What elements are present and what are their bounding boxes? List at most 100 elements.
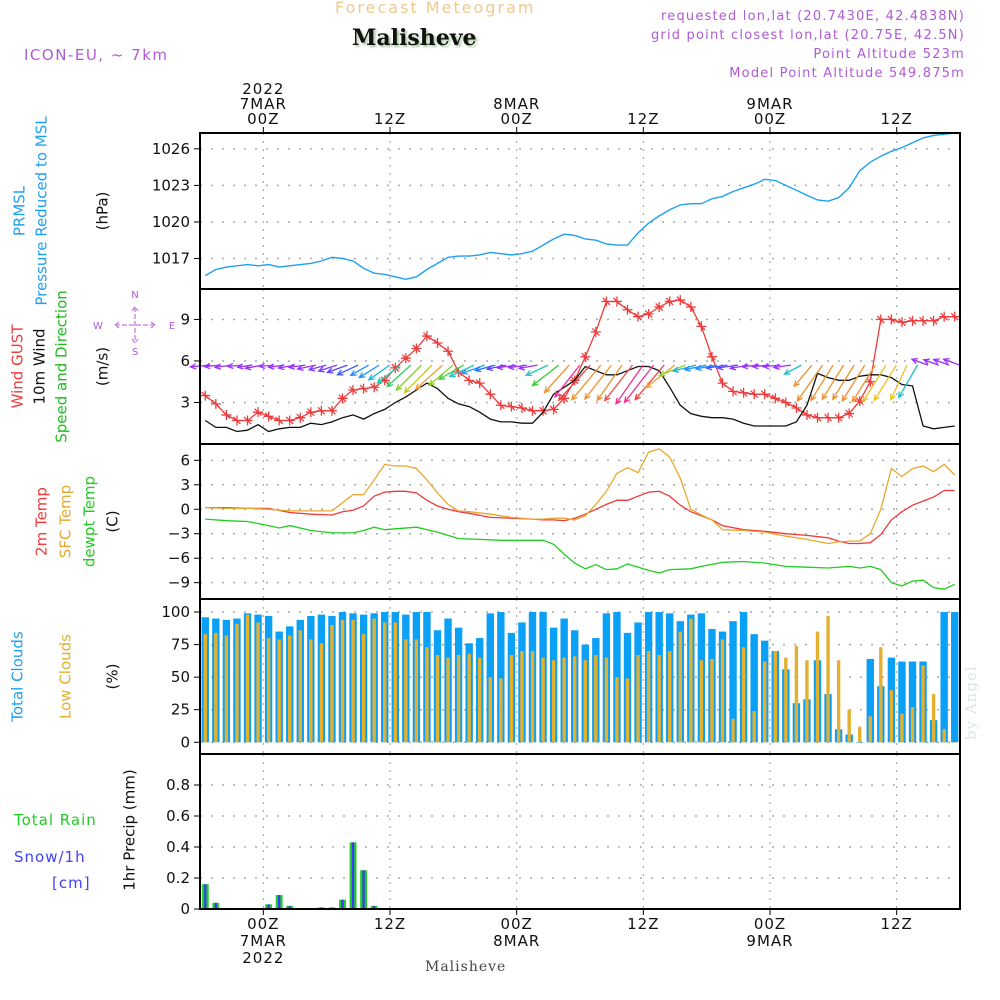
wind-arrow [942,358,960,366]
gust-marker [337,393,348,404]
y-tick-label: 0 [180,900,190,918]
wind-arrow [772,363,791,370]
bar-low-clouds [488,677,492,743]
gust-marker [643,308,654,319]
bar-low-clouds [309,639,313,743]
bar-low-clouds [277,639,281,743]
y-tick-label: 9 [180,310,190,328]
gust-marker [749,389,760,400]
top-tick-label: 00Z [754,110,786,128]
gust-marker [242,415,253,426]
panel-label: Speed and Direction [53,290,71,443]
grid-point-coords: grid point closest lon,lat (20.75E, 42.5… [650,28,965,43]
wind-arrow [671,364,697,373]
wind-arrow [898,364,919,399]
gust-marker [400,353,411,364]
panel-label: Pressure Reduced to MSL [33,116,51,306]
bar-low-clouds [435,655,440,743]
bar-low-clouds [900,713,904,743]
wind-arrow [583,364,612,401]
bar-low-clouds [689,618,693,743]
bar-low-clouds [942,729,946,743]
y-tick-label: 100 [161,603,190,621]
model-point-altitude: Model Point Altitude 549.875m [729,66,965,81]
panel-unit-label: (hPa) [94,192,112,231]
wind-arrow [694,364,718,372]
compass-w: W [93,321,103,332]
panel-label: PRMSL [11,185,29,236]
bar-low-clouds [678,631,682,743]
bar-low-clouds [214,632,218,743]
panel-unit-label: 1hr Precip (mm) [121,769,139,890]
bar-low-clouds [288,635,292,743]
bar-low-clouds [794,645,799,743]
gust-marker [907,315,918,326]
y-tick-label: −3 [168,525,190,543]
bottom-tick-label: 12Z [880,915,912,933]
top-tick-label: 12Z [880,110,912,128]
panel-unit-label: (m/s) [94,347,112,386]
wind-arrow [603,364,634,402]
gust-marker [939,311,950,322]
bar-low-clouds [604,657,609,743]
wind-arrow [841,364,866,403]
top-tick-label: 9MAR [746,95,793,113]
gust-marker [833,412,844,423]
y-tick-label: 6 [180,451,190,469]
wind-arrow [623,364,655,404]
y-tick-label: 1026 [152,140,190,158]
bar-low-clouds [414,639,419,743]
gust-marker [949,311,960,322]
bar-total-clouds [940,612,948,743]
super-title: Forecast Meteogram [335,0,536,17]
bar-low-clouds [931,694,936,743]
gust-marker [411,343,422,354]
wind-arrow [448,364,475,378]
bar-low-clouds [340,619,345,743]
gust-marker [326,405,337,416]
bottom-tick-label: 00Z [754,915,786,933]
y-tick-label: 0.6 [166,807,190,825]
bar-low-clouds [224,635,229,743]
gust-marker [812,412,823,423]
gust-marker [263,411,274,422]
bar-low-clouds [773,651,777,743]
top-tick-label: 12Z [374,110,406,128]
bar-low-clouds [520,651,524,743]
gust-marker [295,412,306,423]
y-tick-label: 0.8 [166,776,190,794]
bar-low-clouds [330,625,334,743]
bar-low-clouds [245,614,250,743]
bar-snow [214,902,217,909]
bar-low-clouds [953,742,957,743]
gust-marker [886,314,897,325]
bar-low-clouds [319,643,324,743]
gust-marker [865,376,876,387]
bar-low-clouds [731,718,735,743]
y-tick-label: 1023 [152,176,190,194]
wind-arrow [570,364,602,401]
wind-arrow [485,364,506,372]
gust-marker [664,296,675,307]
gust-marker [527,405,538,416]
bar-low-clouds [235,623,239,743]
gust-marker [738,387,749,398]
wind-arrow [796,364,824,403]
bar-low-clouds [836,660,841,743]
wind-arrow [740,362,760,370]
top-tick-label: 00Z [500,110,532,128]
bar-snow [341,899,344,909]
gust-marker [654,301,665,312]
gust-marker [633,311,644,322]
panel-unit-label: (C) [104,510,122,532]
bar-low-clouds [351,619,355,743]
bottom-tick-label: 12Z [627,915,659,933]
wind-arrow [851,364,876,403]
bar-low-clouds [478,657,482,743]
bottom-tick-label: 00Z [500,915,532,933]
compass-e: E [169,321,175,332]
gust-marker [801,409,812,420]
wind-arrow [683,364,707,372]
wind-arrow [821,364,845,401]
